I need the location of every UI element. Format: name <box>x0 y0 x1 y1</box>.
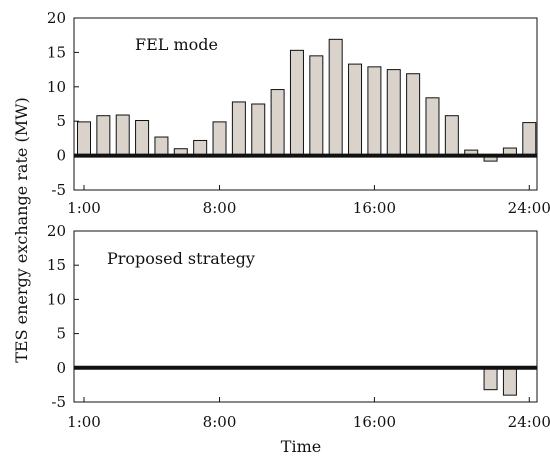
y-tick-label: 5 <box>56 112 66 130</box>
x-tick-label: 8:00 <box>203 413 237 431</box>
bar-hour-2 <box>96 115 111 157</box>
y-tick-label: 10 <box>47 290 66 308</box>
y-tick-label: -5 <box>51 393 66 411</box>
y-tick-label: 20 <box>47 222 66 240</box>
x-tick-label: 16:00 <box>353 199 396 217</box>
x-tick-label: 8:00 <box>203 199 237 217</box>
bar-hour-16 <box>367 66 382 157</box>
y-tick-label: 20 <box>47 9 66 27</box>
plot-frame <box>73 17 538 191</box>
y-tick-label: -5 <box>51 181 66 199</box>
y-tick-label: 0 <box>56 147 66 165</box>
y-tick-label: 15 <box>47 256 66 274</box>
chart-panel-1: -5 0 5 10 15 20 1:00 8:00 16:00 24:00 FEL mode <box>47 9 550 217</box>
x-tick-label: 16:00 <box>353 413 396 431</box>
bar-hour-11 <box>270 89 285 157</box>
panel-title: FEL mode <box>135 35 218 54</box>
bar-hour-5 <box>154 136 169 157</box>
x-tick-label: 1:00 <box>67 413 101 431</box>
bar-hour-8 <box>212 121 227 157</box>
bar-hour-1 <box>77 121 91 157</box>
bar-hour-9 <box>231 101 246 157</box>
x-tick-label: 24:00 <box>508 199 550 217</box>
bar-hour-20 <box>444 115 459 157</box>
y-tick-label: 15 <box>47 43 66 61</box>
bar-hour-18 <box>406 73 421 157</box>
chart-panel-2: -5 0 5 10 15 20 1:00 8:00 16:00 24:00 Proposed str… <box>47 222 550 431</box>
bar-hour-13 <box>309 55 324 157</box>
bar-hour-19 <box>425 97 440 157</box>
bar-hour-23 <box>502 367 517 396</box>
y-tick-label: 5 <box>56 325 66 343</box>
bar-hour-10 <box>251 103 266 157</box>
bar-hour-12 <box>289 49 304 157</box>
bar-hour-3 <box>115 114 130 157</box>
plot-frame <box>73 230 538 403</box>
y-axis-label: TES energy exchange rate (MW) <box>12 97 31 363</box>
x-tick-label: 24:00 <box>508 413 550 431</box>
y-tick-label: 0 <box>56 359 66 377</box>
bar-hour-4 <box>135 120 150 157</box>
bar-hour-14 <box>328 38 343 157</box>
bar-hour-15 <box>348 63 363 157</box>
bar-hour-17 <box>386 69 401 157</box>
bar-hour-7 <box>193 139 208 157</box>
bar-hour-22 <box>483 367 498 391</box>
x-axis-label: Time <box>281 437 321 456</box>
panel-title: Proposed strategy <box>107 249 255 268</box>
bar-hour-24 <box>522 122 537 157</box>
x-tick-label: 1:00 <box>67 199 101 217</box>
y-tick-label: 10 <box>47 78 66 96</box>
